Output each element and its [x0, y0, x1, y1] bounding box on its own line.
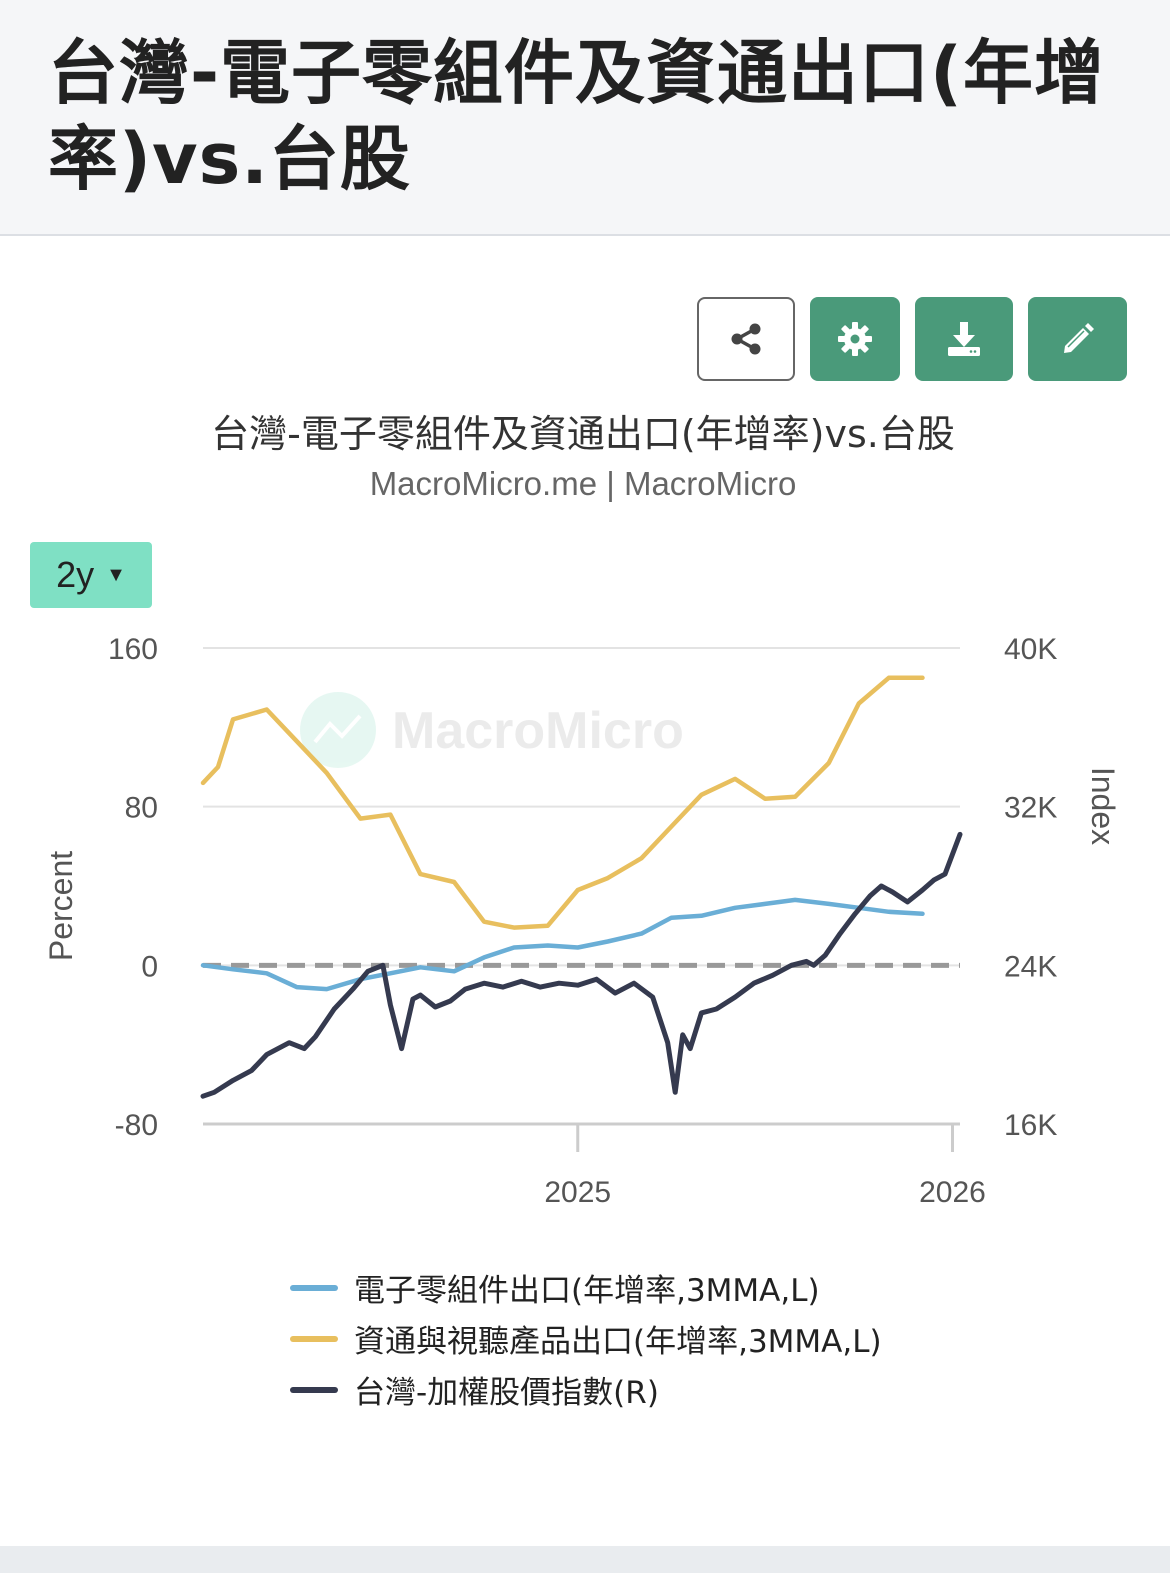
- y-tick-label-left: -80: [115, 1109, 158, 1142]
- y-tick-label-left: 160: [108, 633, 158, 666]
- series-taiex-index-line: [200, 831, 963, 1099]
- chart-legend: 電子零組件出口(年增率,3MMA,L) 資通與視聽產品出口(年增率,3MMA,L…: [290, 1262, 990, 1415]
- legend-label: 台灣-加權股價指數(R): [354, 1375, 659, 1411]
- legend-swatch: [290, 1386, 338, 1393]
- y-axis-title-right: Index: [1085, 767, 1121, 845]
- y-tick-label-right: 24K: [1004, 950, 1057, 983]
- legend-swatch: [290, 1335, 338, 1342]
- page-title: 台灣-電子零組件及資通出口(年增率)vs.台股: [48, 32, 1106, 200]
- series-electronics-export-line: [200, 897, 925, 992]
- y-axis-title-left: Percent: [43, 851, 79, 961]
- y-tick-label-right: 16K: [1004, 1109, 1057, 1142]
- chart-toolbar: [0, 297, 1170, 381]
- share-icon: [731, 323, 761, 355]
- gear-icon: [838, 322, 872, 356]
- legend-item-taiex[interactable]: 台灣-加權股價指數(R): [290, 1364, 990, 1415]
- legend-item-ict[interactable]: 資通與視聽產品出口(年增率,3MMA,L): [290, 1313, 990, 1364]
- line-chart: MacroMicro 160 40K 80 32K 0 24K -80 16K 2025 2026…: [43, 633, 1121, 1209]
- series-ict-export-line: [200, 675, 925, 930]
- download-icon: [948, 322, 980, 356]
- watermark-text: MacroMicro: [392, 702, 684, 760]
- share-button[interactable]: [697, 297, 795, 381]
- caret-down-icon: ▼: [106, 563, 126, 586]
- y-tick-label-left: 80: [125, 792, 158, 825]
- download-button[interactable]: [915, 297, 1013, 381]
- legend-item-electronics[interactable]: 電子零組件出口(年增率,3MMA,L): [290, 1262, 990, 1313]
- axes: 160 40K 80 32K 0 24K -80 16K 2025 2026 Percent Inde…: [43, 633, 1121, 1209]
- chart-title: 台灣-電子零組件及資通出口(年增率)vs.台股: [211, 412, 955, 456]
- legend-label: 資通與視聽產品出口(年增率,3MMA,L): [354, 1324, 882, 1360]
- footer-bar: [0, 1546, 1170, 1573]
- time-range-label: 2y: [56, 554, 95, 595]
- settings-button[interactable]: [810, 297, 900, 381]
- y-tick-label-right: 40K: [1004, 633, 1057, 666]
- chart-subtitle: MacroMicro.me | MacroMicro: [369, 465, 797, 502]
- page-header: 台灣-電子零組件及資通出口(年增率)vs.台股: [0, 0, 1170, 236]
- legend-swatch: [290, 1284, 338, 1291]
- time-range-dropdown[interactable]: 2y ▼: [30, 542, 152, 608]
- x-tick-label: 2026: [919, 1176, 986, 1209]
- edit-button[interactable]: [1028, 297, 1127, 381]
- y-tick-label-left: 0: [141, 950, 158, 983]
- series: [200, 675, 963, 1099]
- pencil-icon: [1063, 323, 1094, 353]
- watermark: MacroMicro: [300, 692, 684, 768]
- legend-label: 電子零組件出口(年增率,3MMA,L): [354, 1273, 820, 1309]
- x-tick-label: 2025: [544, 1176, 611, 1209]
- y-tick-label-right: 32K: [1004, 792, 1057, 825]
